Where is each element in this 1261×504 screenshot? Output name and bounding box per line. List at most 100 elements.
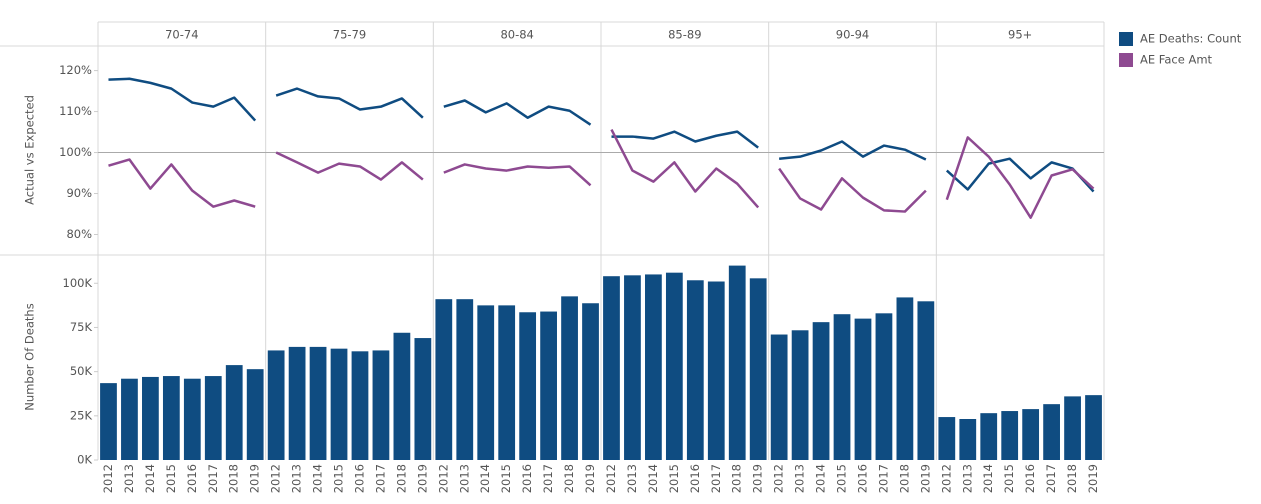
x-tick-label: 2017	[1044, 464, 1058, 493]
x-tick-label: 2012	[604, 464, 618, 493]
series-line	[611, 130, 759, 149]
bar	[246, 369, 264, 460]
y-tick-label: 110%	[59, 104, 92, 118]
bar	[100, 383, 117, 460]
bar	[1085, 395, 1102, 460]
bar	[309, 346, 327, 460]
bar	[498, 305, 516, 460]
bar	[1064, 396, 1081, 460]
bar	[707, 281, 725, 460]
x-tick-label: 2017	[206, 464, 220, 493]
x-tick-label: 2014	[143, 464, 157, 493]
x-tick-label: 2014	[814, 464, 828, 493]
series-line	[945, 157, 1095, 193]
x-tick-label: 2018	[730, 464, 744, 493]
legend-swatch	[1119, 53, 1133, 67]
x-tick-label: 2019	[415, 464, 429, 493]
bar	[351, 351, 369, 460]
bar	[624, 275, 641, 460]
x-tick-label: 2014	[646, 464, 660, 493]
bar	[854, 318, 872, 460]
series-line	[610, 129, 760, 209]
bar	[121, 378, 138, 460]
x-tick-label: 2019	[1086, 464, 1100, 493]
x-tick-label: 2016	[185, 464, 199, 493]
bar	[267, 350, 285, 460]
series-line	[778, 167, 927, 213]
legend-swatch	[1119, 32, 1133, 46]
bar	[477, 305, 495, 460]
x-tick-label: 2013	[290, 464, 304, 493]
bar	[183, 378, 201, 460]
bar	[980, 413, 998, 460]
bar	[728, 265, 746, 460]
x-tick-label: 2013	[625, 464, 639, 493]
y-axis-title: Number Of Deaths	[23, 303, 37, 410]
x-tick-label: 2016	[688, 464, 702, 493]
bar	[665, 272, 683, 460]
x-tick-label: 2017	[709, 464, 723, 493]
series-line	[945, 136, 1095, 219]
x-tick-label: 2018	[562, 464, 576, 493]
bar	[686, 280, 704, 460]
x-tick-label: 2015	[667, 464, 681, 493]
x-tick-label: 2019	[918, 464, 932, 493]
y-tick-label: 100K	[63, 276, 93, 290]
x-tick-label: 2019	[751, 464, 765, 493]
facet-label: 85-89	[668, 28, 701, 42]
y-tick-label: 80%	[66, 227, 92, 241]
bar	[162, 376, 180, 460]
x-tick-label: 2017	[876, 464, 890, 493]
facet-label: 90-94	[836, 28, 869, 42]
x-tick-label: 2015	[1002, 464, 1016, 493]
x-tick-label: 2019	[583, 464, 597, 493]
series-line	[443, 163, 592, 187]
bar	[540, 311, 557, 460]
series-line	[275, 151, 424, 181]
facet-label: 70-74	[165, 28, 198, 42]
bar	[791, 330, 809, 460]
bar	[896, 297, 914, 460]
x-tick-label: 2017	[541, 464, 555, 493]
series-line	[108, 77, 257, 122]
x-tick-label: 2012	[436, 464, 450, 493]
y-tick-label: 50K	[70, 364, 93, 378]
y-tick-label: 100%	[59, 145, 92, 159]
x-tick-label: 2018	[897, 464, 911, 493]
bar	[142, 376, 159, 460]
bar	[1001, 411, 1019, 460]
x-tick-label: 2012	[939, 464, 953, 493]
bar	[959, 419, 977, 460]
x-tick-label: 2014	[478, 464, 492, 493]
bar	[938, 417, 956, 460]
x-tick-label: 2012	[772, 464, 786, 493]
legend-label: AE Deaths: Count	[1140, 32, 1242, 46]
x-tick-label: 2015	[499, 464, 513, 493]
x-tick-label: 2018	[1065, 464, 1079, 493]
x-tick-label: 2018	[394, 464, 408, 493]
bar	[917, 301, 935, 460]
bar	[561, 296, 578, 460]
bar	[1022, 409, 1040, 460]
x-tick-label: 2013	[122, 464, 136, 493]
bar	[582, 303, 599, 460]
y-axis-title: Actual vs Expected	[23, 95, 37, 205]
bar	[749, 278, 767, 460]
legend-label: AE Face Amt	[1140, 53, 1213, 67]
x-tick-label: 2013	[960, 464, 974, 493]
x-tick-label: 2019	[248, 464, 262, 493]
x-tick-label: 2016	[520, 464, 534, 493]
x-tick-label: 2016	[855, 464, 869, 493]
series-line	[275, 87, 424, 119]
x-tick-label: 2016	[352, 464, 366, 493]
bar	[1043, 404, 1060, 460]
x-tick-label: 2016	[1023, 464, 1037, 493]
facet-label: 95+	[1008, 28, 1032, 42]
bar	[812, 322, 830, 460]
bar	[875, 313, 893, 460]
bar	[603, 276, 620, 460]
bar	[393, 332, 411, 460]
y-tick-label: 75K	[70, 320, 93, 334]
facet-label: 75-79	[333, 28, 366, 42]
